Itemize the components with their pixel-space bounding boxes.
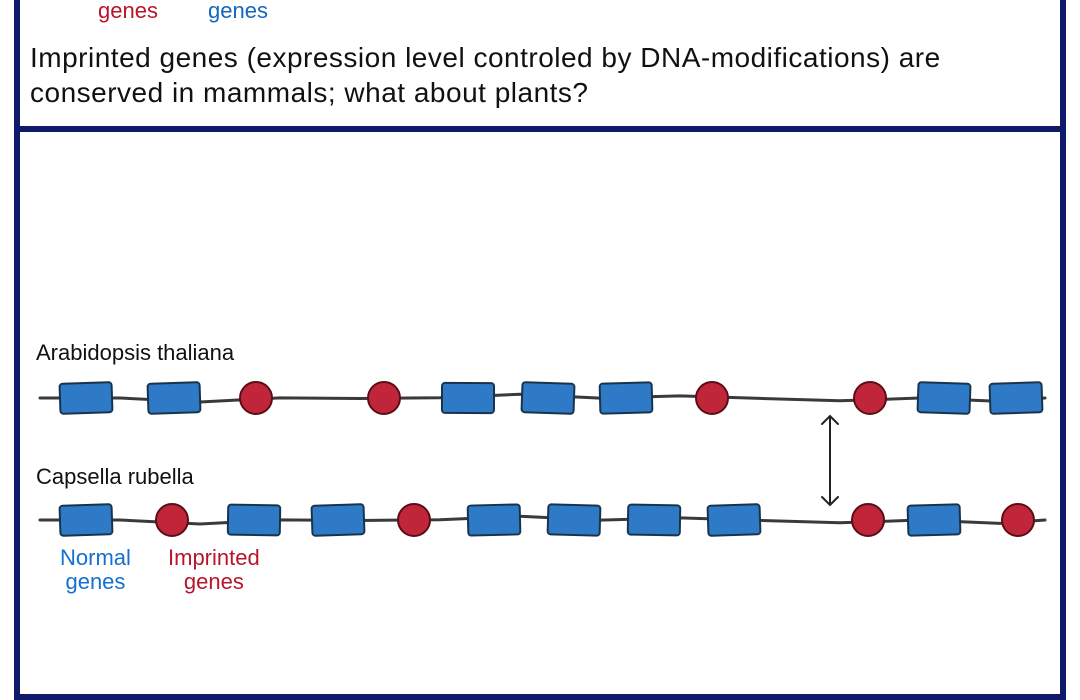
legend-imprinted-line2: genes	[168, 570, 260, 594]
normal-gene-icon	[628, 505, 681, 536]
imprinted-gene-icon	[156, 504, 188, 536]
normal-gene-icon	[548, 504, 601, 535]
imprinted-gene-icon	[368, 382, 400, 414]
normal-gene-icon	[917, 382, 970, 414]
normal-gene-icon	[228, 505, 280, 536]
normal-gene-icon	[908, 504, 961, 535]
legend-normal-line2: genes	[60, 570, 131, 594]
imprinted-gene-icon	[398, 504, 430, 536]
normal-gene-icon	[312, 504, 365, 536]
normal-gene-icon	[442, 383, 494, 413]
normal-gene-icon	[600, 382, 653, 413]
chromosome-line	[40, 516, 1045, 524]
legend-normal-genes: Normal genes	[60, 546, 131, 594]
diagram-svg	[0, 0, 1080, 675]
normal-gene-icon	[468, 504, 521, 535]
normal-gene-icon	[708, 504, 761, 536]
legend-imprinted-line1: Imprinted	[168, 546, 260, 570]
imprinted-gene-icon	[696, 382, 728, 414]
normal-gene-icon	[522, 382, 575, 414]
legend-normal-line1: Normal	[60, 546, 131, 570]
imprinted-gene-icon	[1002, 504, 1034, 536]
normal-gene-icon	[60, 382, 113, 414]
normal-gene-icon	[60, 504, 113, 536]
legend-imprinted-genes: Imprinted genes	[168, 546, 260, 594]
normal-gene-icon	[990, 382, 1043, 414]
imprinted-gene-icon	[852, 504, 884, 536]
imprinted-gene-icon	[240, 382, 272, 414]
normal-gene-icon	[148, 382, 201, 414]
imprinted-gene-icon	[854, 382, 886, 414]
